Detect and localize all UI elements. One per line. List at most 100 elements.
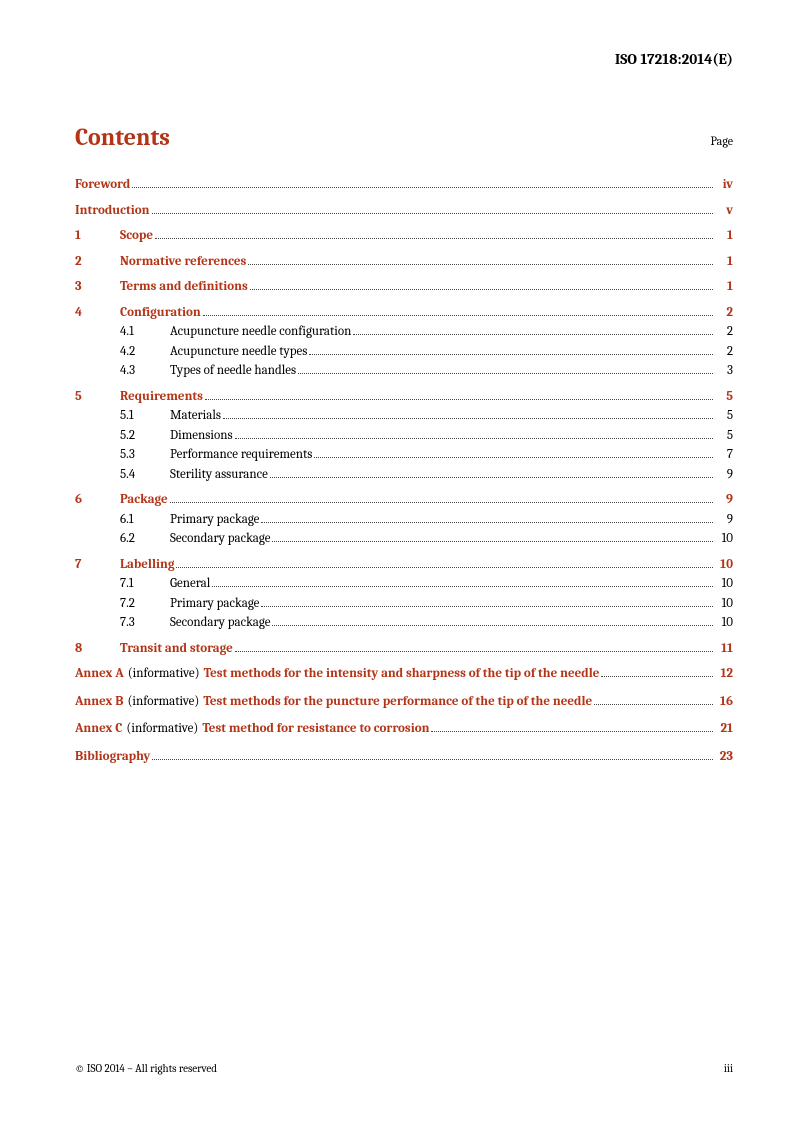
toc-label: Primary package (170, 594, 259, 614)
toc-section-number: 2 (75, 252, 120, 272)
toc-leader (155, 238, 713, 239)
toc-leader (250, 289, 713, 290)
toc-section-number: 3 (75, 277, 120, 297)
toc-subsection-number: 6.1 (120, 510, 170, 530)
page-label: Page (711, 134, 733, 148)
toc-annex-number: Annex C (75, 719, 122, 739)
toc-leader (594, 704, 713, 705)
toc-label: Normative references (120, 252, 246, 272)
toc-annex-number: Annex A (75, 664, 124, 684)
toc-section-number: 1 (75, 226, 120, 246)
toc-label: Test methods for the intensity and sharp… (204, 664, 600, 684)
toc-page: 3 (715, 361, 733, 381)
toc-subsection-number: 4.2 (120, 342, 170, 362)
toc-label: Secondary package (170, 613, 270, 633)
toc-page: 1 (715, 226, 733, 246)
toc-leader (261, 606, 713, 607)
toc-label: Performance requirements (170, 445, 312, 465)
toc-page: 5 (715, 387, 733, 407)
toc-label: Scope (120, 226, 153, 246)
toc-leader (272, 625, 713, 626)
toc-leader (272, 541, 713, 542)
toc-subsection-number: 4.3 (120, 361, 170, 381)
toc-label: Package (120, 490, 168, 510)
toc-page: 7 (715, 445, 733, 465)
toc-annex-number: Annex B (75, 692, 123, 712)
toc-section: 8Transit and storage 11 (75, 639, 733, 659)
toc-page: 10 (715, 555, 733, 575)
toc-label: Introduction (75, 201, 150, 221)
toc-label: Transit and storage (120, 639, 233, 659)
toc-subsection: 4.2Acupuncture needle types2 (75, 342, 733, 362)
toc-leader (212, 586, 713, 587)
toc-page: iv (715, 175, 733, 195)
toc-page: 1 (715, 252, 733, 272)
toc-subsection-number: 5.1 (120, 406, 170, 426)
toc-bibliography: Bibliography 23 (75, 747, 733, 767)
toc-page: 1 (715, 277, 733, 297)
toc-leader (152, 759, 713, 760)
toc-label: Acupuncture needle configuration (170, 322, 351, 342)
toc-page: 9 (715, 465, 733, 485)
toc-subsection: 6.2Secondary package10 (75, 529, 733, 549)
toc-leader (235, 651, 713, 652)
page: ISO 17218:2014(E) Contents Page Foreword… (0, 0, 793, 1122)
toc-label: Primary package (170, 510, 259, 530)
toc-label: Configuration (120, 303, 201, 323)
toc-label: Test method for resistance to corrosion (202, 719, 429, 739)
toc-annex: Annex C(informative)Test method for resi… (75, 719, 733, 739)
toc-section-number: 6 (75, 490, 120, 510)
toc-leader (353, 334, 713, 335)
contents-title: Contents (75, 123, 170, 151)
toc-leader (309, 354, 713, 355)
title-row: Contents Page (75, 123, 733, 151)
toc-section: 1Scope1 (75, 226, 733, 246)
toc-leader (203, 315, 713, 316)
toc-page: 12 (715, 664, 733, 684)
toc-section: 4Configuration2 (75, 303, 733, 323)
toc-subsection: 7.3Secondary package10 (75, 613, 733, 633)
page-footer: © ISO 2014 – All rights reserved iii (75, 1062, 733, 1075)
toc-section-number: 5 (75, 387, 120, 407)
toc-annex: Annex B(informative)Test methods for the… (75, 692, 733, 712)
toc-label: Bibliography (75, 747, 150, 767)
toc-subsection: 7.2Primary package10 (75, 594, 733, 614)
toc-annex-paren: (informative) (127, 692, 199, 712)
toc-subsection: 7.1General10 (75, 574, 733, 594)
toc-leader (601, 676, 713, 677)
toc-page: 5 (715, 406, 733, 426)
document-header: ISO 17218:2014(E) (75, 50, 733, 68)
toc-page: 2 (715, 322, 733, 342)
toc-annex: Annex A(informative)Test methods for the… (75, 664, 733, 684)
toc-leader (298, 373, 713, 374)
toc-section: 2Normative references 1 (75, 252, 733, 272)
toc-leader (152, 213, 713, 214)
toc-leader (170, 502, 713, 503)
toc-page: 11 (715, 639, 733, 659)
toc-page: 10 (715, 529, 733, 549)
toc-leader (261, 522, 713, 523)
toc-page: 16 (715, 692, 733, 712)
toc-page: 9 (715, 510, 733, 530)
toc-label: Foreword (75, 175, 130, 195)
toc-subsection: 5.1Materials5 (75, 406, 733, 426)
toc-subsection: 5.3Performance requirements7 (75, 445, 733, 465)
toc-subsection-number: 5.4 (120, 465, 170, 485)
table-of-contents: Foreword iv Introduction v 1Scope12Norma… (75, 175, 733, 766)
toc-annex-paren: (informative) (126, 719, 198, 739)
toc-label: Types of needle handles (170, 361, 296, 381)
toc-section-number: 8 (75, 639, 120, 659)
toc-subsection-number: 7.2 (120, 594, 170, 614)
toc-leader (270, 477, 713, 478)
toc-leader (235, 438, 713, 439)
toc-subsection-number: 4.1 (120, 322, 170, 342)
toc-page: 10 (715, 574, 733, 594)
toc-label: Labelling (120, 555, 174, 575)
toc-page: 23 (715, 747, 733, 767)
toc-leader (248, 264, 713, 265)
toc-label: Test methods for the puncture performanc… (203, 692, 592, 712)
toc-section: 3Terms and definitions1 (75, 277, 733, 297)
toc-page: v (715, 201, 733, 221)
toc-subsection: 6.1Primary package 9 (75, 510, 733, 530)
toc-page: 10 (715, 613, 733, 633)
